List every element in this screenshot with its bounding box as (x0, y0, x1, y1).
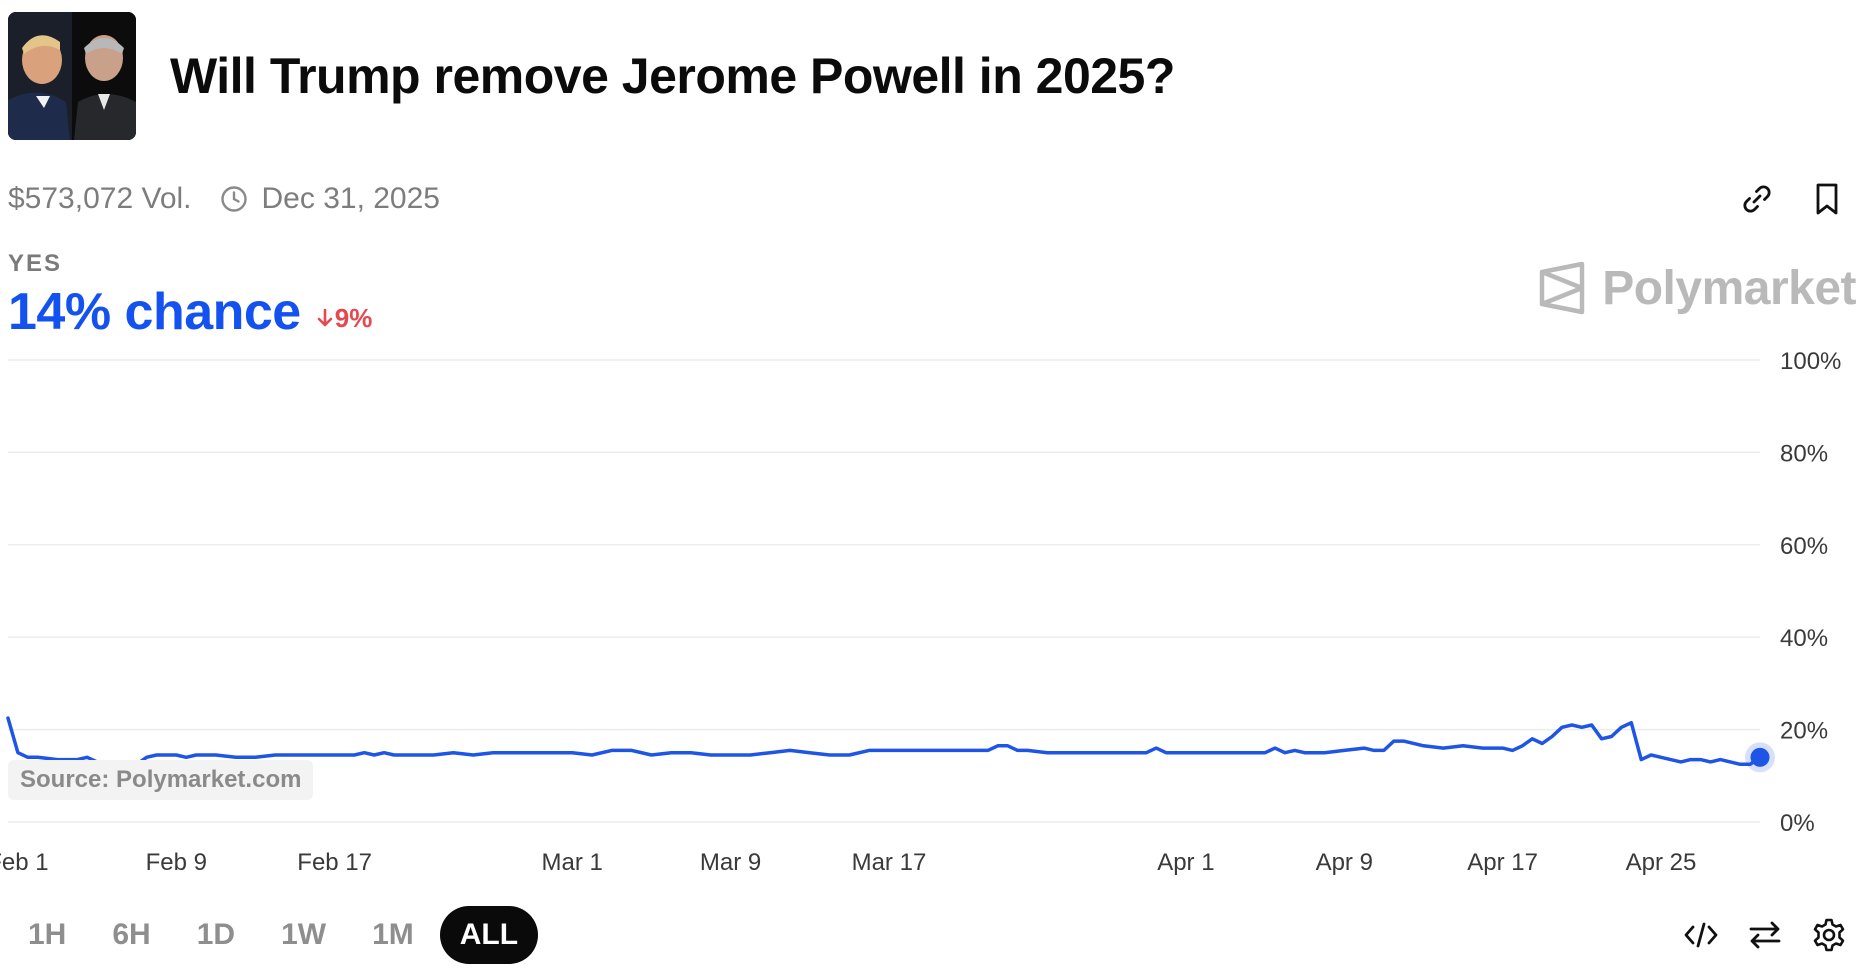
market-title: Will Trump remove Jerome Powell in 2025? (170, 48, 1175, 104)
y-tick-label: 60% (1780, 533, 1828, 560)
x-tick-label: Apr 1 (1157, 849, 1214, 876)
swap-icon[interactable] (1744, 914, 1786, 956)
range-button-all[interactable]: ALL (439, 906, 539, 964)
polymarket-logo: Polymarket (1538, 260, 1856, 316)
market-actions (1736, 178, 1848, 220)
x-tick-label: Apr 17 (1467, 849, 1538, 876)
range-button-1d[interactable]: 1D (196, 918, 236, 951)
polymarket-logo-icon (1539, 261, 1585, 315)
range-button-6h[interactable]: 6H (112, 918, 151, 951)
range-button-1h[interactable]: 1H (28, 918, 67, 951)
y-tick-label: 20% (1780, 718, 1828, 745)
time-range-selector: 1H 6H 1D 1W 1M ALL (8, 906, 544, 964)
series-line (6, 716, 1762, 767)
x-tick-label: Mar 9 (700, 849, 761, 876)
link-icon[interactable] (1736, 178, 1778, 220)
probability-display: 14% chance 9% (8, 282, 372, 342)
y-tick-label: 80% (1780, 440, 1828, 467)
price-chart: 100% 80% 60% 40% 20% 0% Feb 1 Feb 9 Feb 17 Mar 1… (0, 348, 1841, 876)
x-tick-label: Feb 17 (297, 849, 372, 876)
change-text: 9% (334, 302, 373, 333)
clock-icon (220, 185, 248, 213)
x-tick-label: Feb 1 (0, 849, 49, 876)
x-tick-label: Apr 25 (1626, 849, 1697, 876)
x-tick-label: Mar 17 (852, 849, 927, 876)
x-tick-label: Apr 9 (1316, 849, 1373, 876)
change-indicator: 9% (315, 302, 373, 334)
x-tick-label: Feb 9 (146, 849, 207, 876)
outcome-label: YES (8, 250, 63, 277)
market-header: Will Trump remove Jerome Powell in 2025? (8, 12, 1175, 140)
market-meta: $573,072 Vol. Dec 31, 2025 (8, 182, 440, 216)
gear-icon[interactable] (1808, 914, 1850, 956)
market-thumbnail (8, 12, 136, 140)
bookmark-icon[interactable] (1806, 178, 1848, 220)
chart-tools (1680, 914, 1850, 956)
probability-text: 14% chance (8, 283, 301, 341)
source-label: Source: Polymarket.com (8, 760, 314, 800)
range-button-1m[interactable]: 1M (372, 918, 414, 951)
end-date-text: Dec 31, 2025 (261, 182, 440, 215)
y-tick-label: 40% (1780, 625, 1828, 652)
y-tick-label: 0% (1780, 810, 1815, 837)
brand-name: Polymarket (1602, 261, 1856, 315)
arrow-down-icon (317, 308, 333, 327)
last-point-marker[interactable] (1750, 747, 1770, 767)
y-tick-label: 100% (1780, 348, 1841, 375)
x-tick-label: Mar 1 (542, 849, 603, 876)
volume-text: $573,072 Vol. (8, 182, 192, 215)
range-button-1w[interactable]: 1W (281, 918, 327, 951)
code-icon[interactable] (1680, 914, 1722, 956)
